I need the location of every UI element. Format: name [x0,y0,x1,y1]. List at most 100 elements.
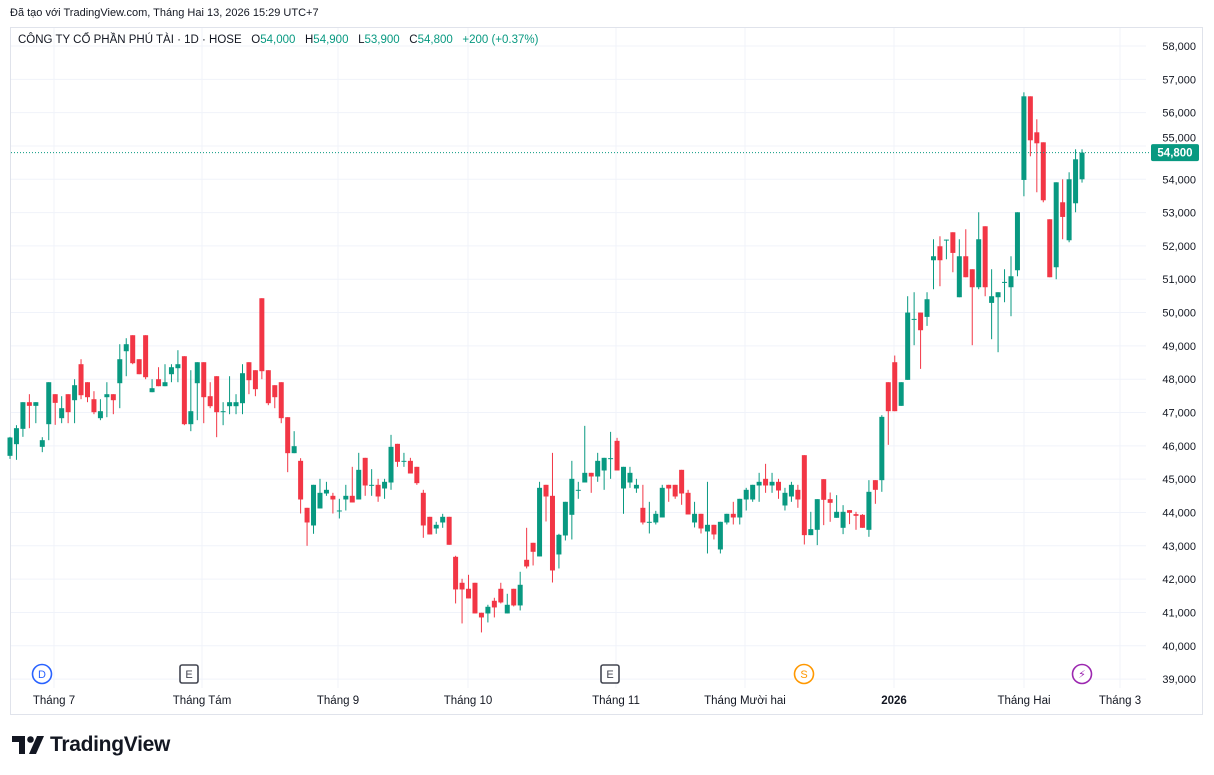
y-tick-label: 53,000 [1162,208,1196,220]
candle [1060,179,1066,240]
price-axis[interactable]: 39,000 40,000 41,000 42,000 43,000 44,000 45,0… [1162,41,1196,686]
candle [795,484,801,508]
candle [976,212,982,290]
y-tick-label: 45,000 [1162,474,1196,486]
candle [291,431,297,454]
candle [453,555,459,604]
candle-body [653,513,659,523]
candle-body [711,524,717,535]
candle [427,516,433,535]
candle [1040,142,1046,203]
candle-body [362,457,368,486]
candle [1034,119,1040,193]
candle [569,460,575,540]
event-marker-dividend[interactable]: D [31,663,53,685]
candle [181,356,187,426]
candle [730,501,736,525]
candle-body [97,411,103,419]
x-tick-label: Tháng 7 [33,695,75,707]
candle-body [227,402,233,407]
event-marker-earnings[interactable]: E [179,664,199,684]
candle-body [1002,281,1008,283]
candle [220,402,226,426]
candle [750,484,756,502]
candle-body [388,446,394,483]
y-tick-label: 51,000 [1162,274,1196,286]
high-label: H [304,34,314,46]
candle-body [872,480,878,490]
candle [472,582,478,614]
candle-body [698,513,704,529]
candle-body [866,491,872,530]
y-tick-label: 52,000 [1162,241,1196,253]
candle-body [1014,212,1020,271]
tradingview-logo[interactable]: TradingView [12,733,170,757]
x-tick-label: Tháng Mười hai [704,695,786,707]
y-tick-label: 47,000 [1162,408,1196,420]
candle-body [963,256,969,278]
candle [588,472,594,493]
candle-body [918,312,924,331]
candle [188,370,194,432]
dividend-icon [31,663,53,685]
candle [1021,92,1027,197]
tradingview-logo-text: TradingView [50,733,171,756]
candle-body [530,542,536,552]
candle-body [1034,132,1040,144]
candle [989,269,995,340]
candle-body [834,511,840,518]
candle-body [239,373,245,404]
candle-body [323,489,329,494]
time-axis[interactable]: Tháng 7 Tháng Tám Tháng 9 Tháng 10 Tháng 11 T… [33,695,1141,707]
candle-body [1008,276,1014,288]
candle-body [569,478,575,515]
candle [537,481,543,557]
candle-body [136,359,142,375]
candle-body [382,481,388,489]
candle-body [375,484,381,497]
candle [304,507,310,546]
candle [26,394,32,429]
candle-body [46,382,52,425]
candle [898,382,904,406]
candle-body [433,524,439,529]
candle [885,382,891,445]
candle [1079,149,1085,183]
candle [504,593,510,614]
candle-body [459,582,465,590]
candle [556,533,562,569]
candle [175,350,181,383]
candle [194,362,200,421]
candle-body [91,399,97,413]
candle [930,239,936,290]
candle [840,505,846,535]
candle-body [924,299,930,317]
candle [446,516,452,545]
event-marker-news[interactable]: ⚡ [1071,663,1093,685]
candle [394,443,400,467]
candle-body [130,335,136,364]
candle [692,501,698,528]
candle [485,604,491,623]
candle-body [692,513,698,523]
x-tick-label: Tháng Tám [173,695,232,707]
candle [265,370,271,406]
event-marker-split[interactable]: S [793,663,815,685]
candle [821,479,827,526]
candle [246,362,252,395]
candle [859,514,865,528]
candle [388,434,394,490]
candle-body [1021,96,1027,180]
candle [737,498,743,525]
candle-body [265,370,271,404]
candle [834,495,840,518]
symbol-title[interactable]: CÔNG TY CỔ PHẦN PHÚ TÀI · 1D · HOSE [18,34,242,46]
y-tick-label: 39,000 [1162,674,1196,686]
candle [97,399,103,421]
candle-body [175,364,181,369]
event-marker-earnings[interactable]: E [600,664,620,684]
candle-body [13,428,19,445]
candle [621,466,627,514]
y-tick-label: 43,000 [1162,541,1196,553]
